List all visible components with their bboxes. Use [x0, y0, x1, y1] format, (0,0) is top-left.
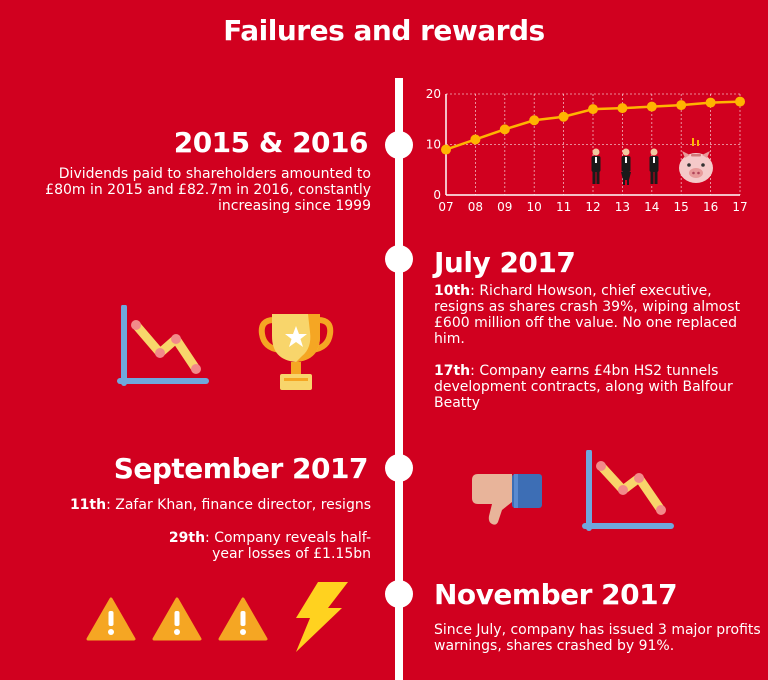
chart-x-tick-label: 15	[674, 200, 689, 214]
chart-point	[499, 124, 510, 135]
july-text-10th: : Richard Howson, chief executive, resig…	[434, 283, 741, 347]
chart-x-tick-label: 09	[497, 200, 512, 214]
section-heading-july-2017: July 2017	[434, 246, 576, 279]
thumbs-down-icon	[472, 474, 542, 525]
chart-x-tick-label: 07	[438, 200, 453, 214]
chart-x-tick-label: 12	[585, 200, 600, 214]
chart-x-tick-label: 16	[703, 200, 718, 214]
chart-point	[617, 103, 628, 114]
lightning-icon	[296, 582, 348, 652]
chart-point	[558, 111, 569, 122]
july-day-17th: 17th	[434, 363, 471, 379]
trophy-icon	[258, 314, 334, 390]
chart-x-tick-label: 13	[615, 200, 630, 214]
warning-icon	[152, 597, 202, 641]
section-heading-november-2017: November 2017	[434, 578, 678, 611]
timeline-node-july-2017	[385, 245, 413, 273]
page-title: Failures and rewards	[223, 14, 545, 47]
chart-y-tick-label: 10	[426, 138, 441, 152]
section-text-2015-2016: Dividends paid to shareholders amounted …	[45, 166, 371, 214]
timeline-node-november-2017	[385, 580, 413, 608]
declining-chart-icon	[582, 450, 674, 531]
sep-day-11th: 11th	[69, 497, 107, 513]
section-text-november-2017: Since July, company has issued 3 major p…	[434, 622, 761, 654]
chart-point	[676, 100, 687, 111]
businesspeople-icon	[591, 148, 659, 185]
chart-x-tick-label: 14	[644, 200, 659, 214]
chart-x-tick-label: 08	[468, 200, 483, 214]
chart-x-tick-labels: 07 08 09 10 11 12 13 14 15 16 17	[438, 200, 747, 214]
chart-y-tick-label: 20	[426, 87, 441, 101]
section-heading-2015-2016: 2015 & 2016	[173, 126, 369, 159]
chart-point	[470, 134, 481, 145]
timeline-node-2015	[385, 131, 413, 159]
sep-item-11th: 11th: Zafar Khan, finance director, resi…	[20, 497, 371, 513]
july-item-10th: 10th: Richard Howson, chief executive, r…	[434, 283, 754, 347]
section-heading-september-2017: September 2017	[113, 452, 369, 485]
chart-point	[588, 104, 598, 115]
chart-point	[735, 96, 745, 107]
july-day-10th: 10th	[434, 283, 471, 299]
declining-chart-icon	[117, 305, 209, 386]
warning-icon	[218, 597, 268, 641]
chart-x-tick-label: 11	[556, 200, 571, 214]
sep-day-29th: 29th	[168, 530, 206, 546]
chart-y-tick-label: 0	[433, 188, 441, 202]
chart-x-tick-label: 10	[527, 200, 542, 214]
sep-item-29th: 29th: Company reveals half-year losses o…	[150, 530, 371, 562]
chart-y-tick-labels: 0 10 20	[426, 87, 441, 202]
warning-icon	[86, 597, 136, 641]
chart-point	[705, 97, 716, 108]
piggy-bank-icon	[679, 138, 713, 183]
chart-x-tick-label: 17	[732, 200, 747, 214]
sep-text-29th: : Company reveals half-year losses of £1…	[205, 530, 371, 562]
chart-point	[441, 144, 451, 155]
dividends-line-chart: 0 10 20 07 08 09 10 11 12 13 14 15 16 17	[426, 87, 748, 214]
timeline-line	[395, 78, 403, 680]
timeline-node-september-2017	[385, 454, 413, 482]
sep-text-11th: : Zafar Khan, finance director, resigns	[106, 497, 371, 513]
july-item-17th: 17th: Company earns £4bn HS2 tunnels dev…	[434, 363, 754, 411]
chart-point	[529, 115, 540, 126]
chart-points	[441, 96, 745, 155]
chart-point	[646, 101, 657, 112]
july-text-17th: : Company earns £4bn HS2 tunnels develop…	[434, 363, 733, 411]
